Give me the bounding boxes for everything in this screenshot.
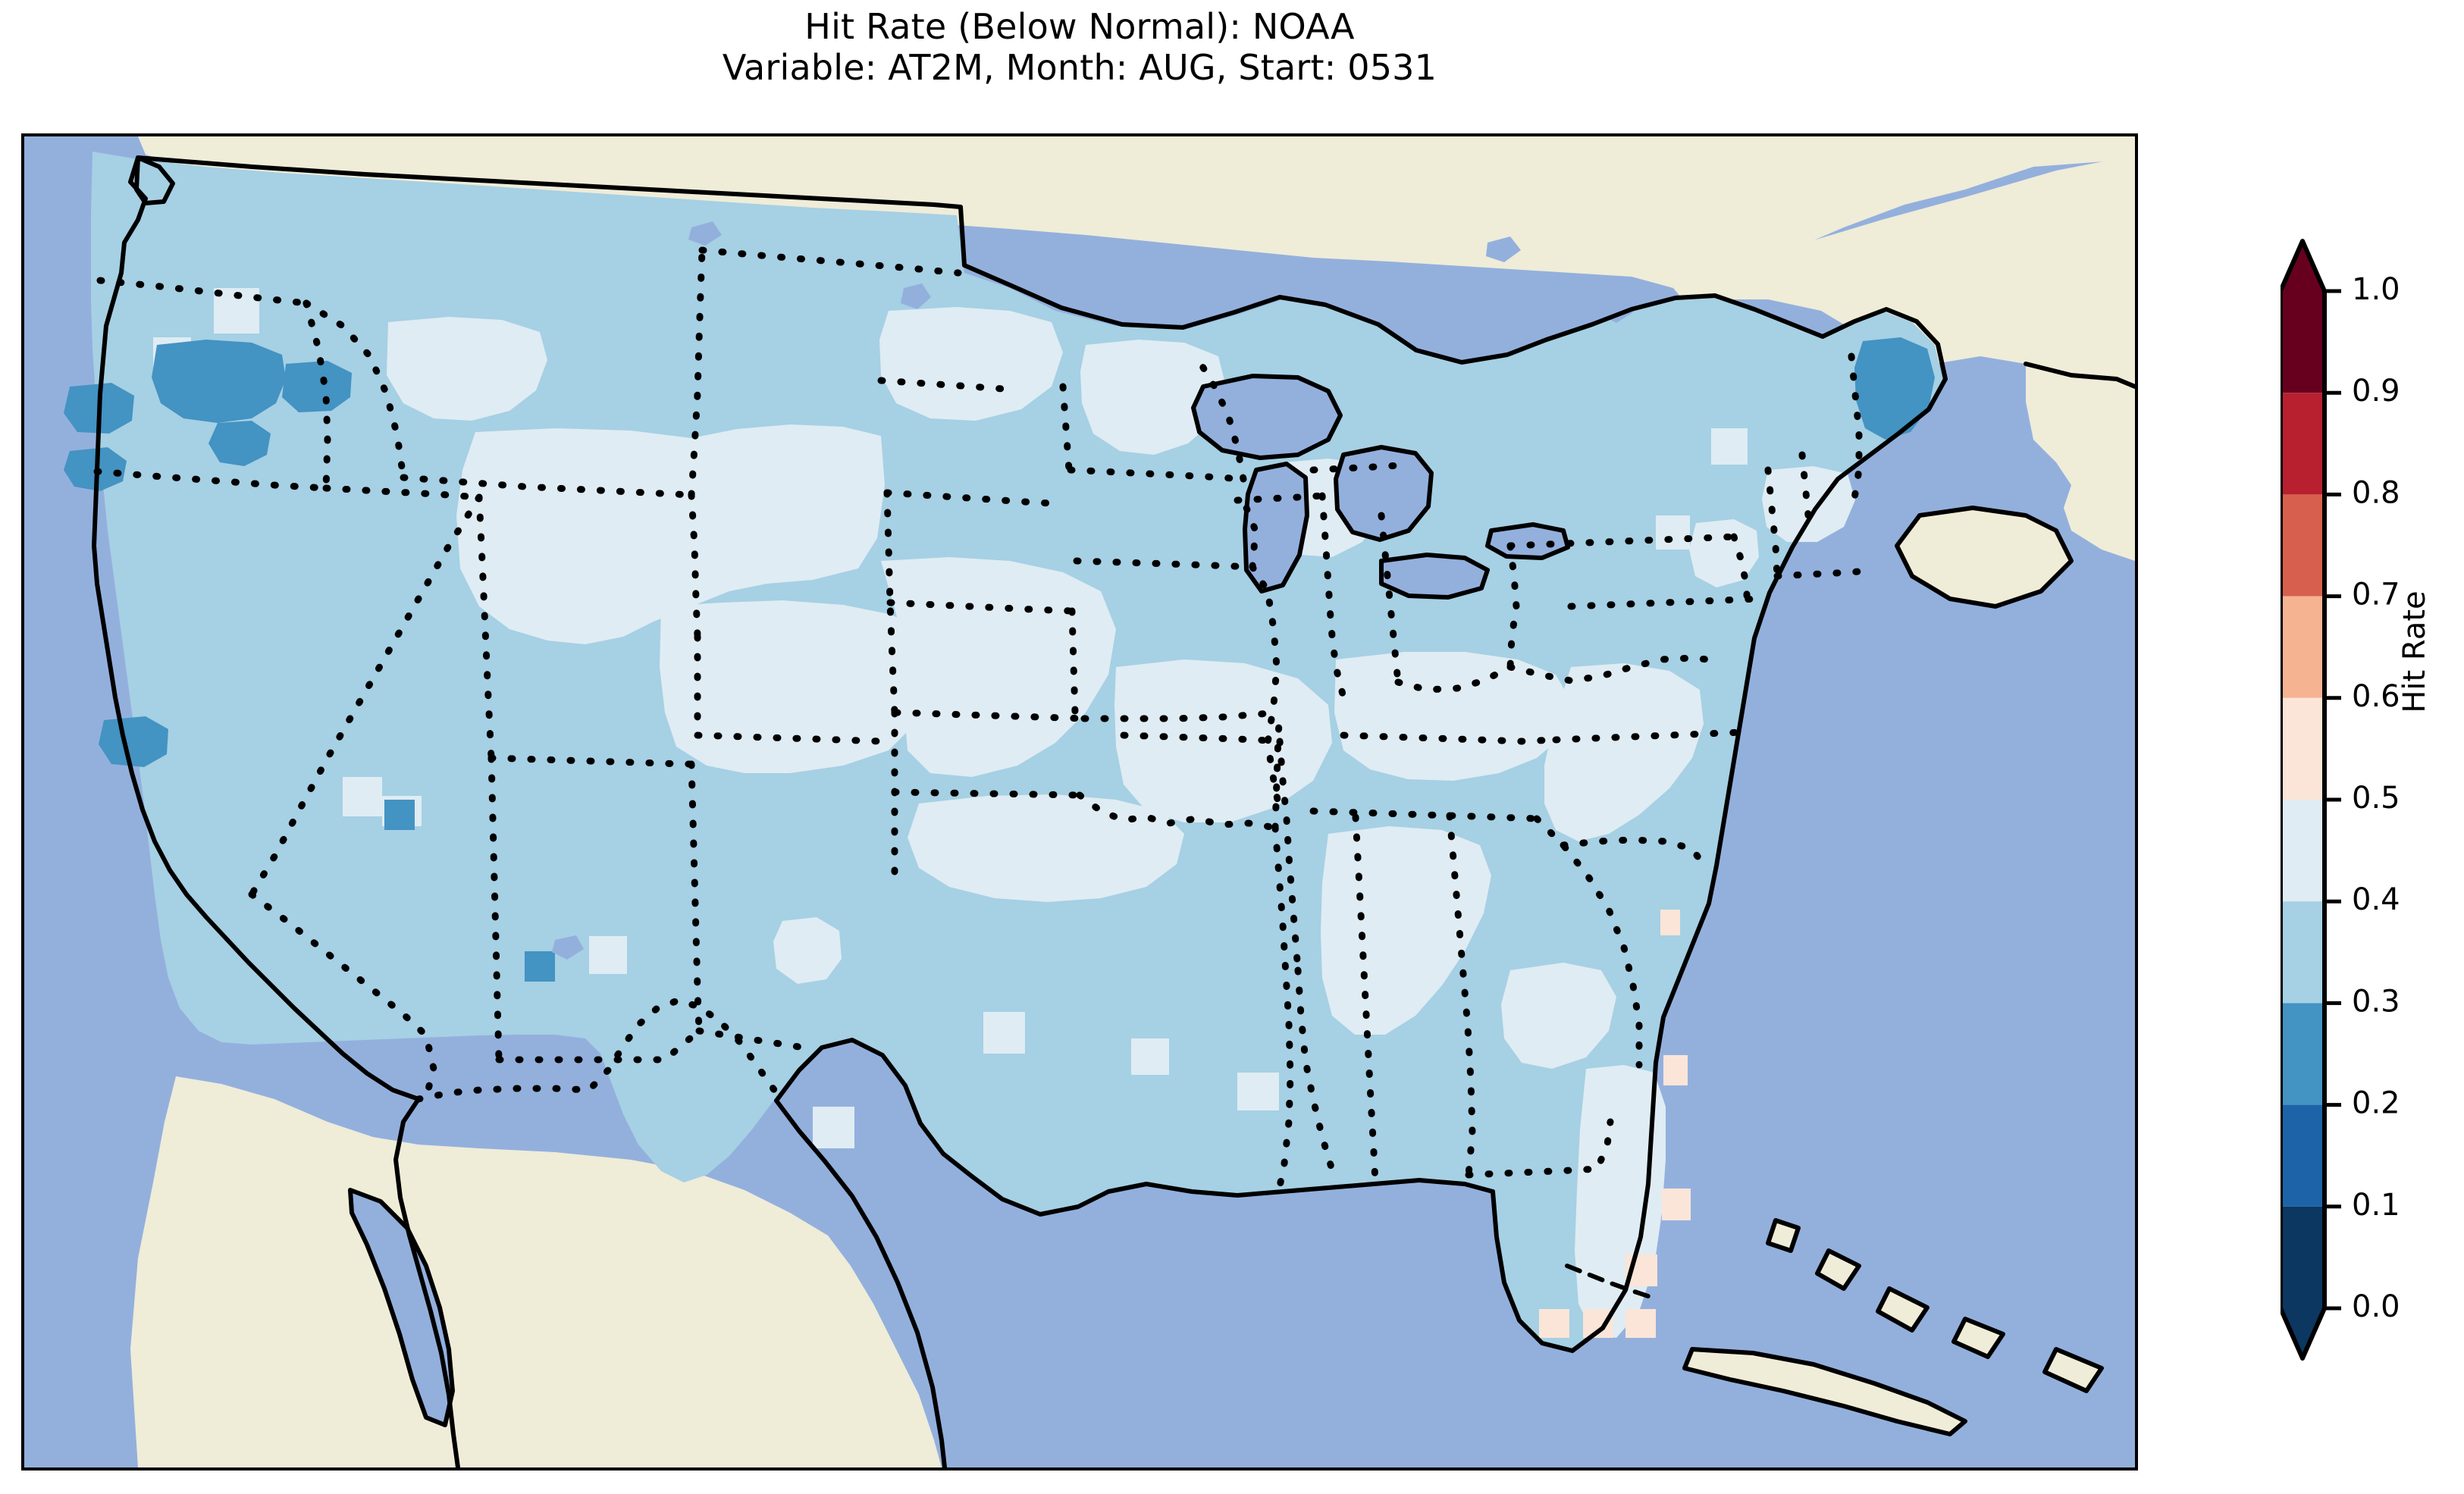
cb-ticks (2324, 289, 2341, 1311)
cb-tick-label-0.0: 0.0 (2352, 1289, 2400, 1324)
nova-scotia-outline (1895, 506, 2074, 609)
us-canada-border-west (136, 155, 963, 209)
quebec-landmass (1677, 155, 2135, 387)
bahamas-outline-3 (1876, 1286, 1930, 1333)
bahamas-island-1 (1768, 1220, 1798, 1251)
vancouver-island (134, 155, 175, 205)
cb-extend-under-arrow (2281, 1308, 2324, 1358)
lake-superior-outline (1191, 374, 1343, 460)
cb-tick-label-0.2: 0.2 (2352, 1086, 2400, 1121)
gulf-of-california-outline (348, 1188, 455, 1427)
lake-ontario (1487, 525, 1568, 558)
figure-title: Hit Rate (Below Normal): NOAA Variable: … (21, 6, 2138, 89)
lake-michigan-outline (1243, 462, 1309, 594)
title-line-1: Hit Rate (Below Normal): NOAA (804, 6, 1355, 47)
cb-bin-0.2-0.3 (2281, 1003, 2324, 1105)
bahamas-outline-4 (1951, 1317, 2005, 1359)
land-outside-domain (130, 136, 2135, 1467)
data-cells-bin-0.5-0.6 (1539, 910, 1691, 1338)
cb-bin-0.9-1.0 (2281, 291, 2324, 393)
colorbar-svg: 1.0 0.9 0.8 0.7 0.6 0.5 0.4 0.3 0.2 0.1 … (2281, 239, 2400, 1361)
title-line-2: Variable: AT2M, Month: AUG, Start: 0531 (722, 47, 1437, 89)
cb-bin-0.5-0.6 (2281, 697, 2324, 800)
colorbar-bins (2281, 291, 2324, 1308)
us-canada-border-lakes (958, 205, 1717, 365)
state-borders-layer (93, 246, 1863, 1194)
bahamas-island-4 (1954, 1319, 2003, 1357)
data-cells-bin-0.2-0.3 (64, 337, 1935, 982)
great-lakes (552, 221, 1633, 960)
lake-erie (1381, 555, 1487, 597)
maritimes-landmass (2026, 364, 2135, 561)
lake-huron-outline (1334, 445, 1434, 542)
cb-bin-0.4-0.5 (2281, 800, 2324, 902)
us-mexico-border (415, 997, 780, 1103)
cb-bin-0.6-0.7 (2281, 596, 2324, 698)
lake-huron (1336, 447, 1431, 540)
cb-extend-over-arrow (2281, 241, 2324, 291)
bahamas-outline-1 (1766, 1218, 1801, 1253)
bahamas-island-5 (2045, 1349, 2102, 1391)
lake-erie-outline (1379, 553, 1490, 600)
baja-california (248, 1122, 358, 1440)
cb-tick-labels: 1.0 0.9 0.8 0.7 0.6 0.5 0.4 0.3 0.2 0.1 … (2352, 272, 2400, 1324)
cuba-landmass (1685, 1349, 1965, 1434)
lake-ontario-outline (1485, 522, 1570, 560)
us-canada-border-northeast (1713, 293, 1948, 381)
canada-landmass (138, 136, 2135, 311)
cb-tick-label-1.0: 1.0 (2352, 272, 2400, 307)
lake-small-1 (901, 283, 931, 309)
florida-keys (1565, 1264, 1651, 1298)
cb-bin-0.1-0.2 (2281, 1104, 2324, 1207)
bahamas-island-3 (1878, 1289, 1927, 1330)
cuba-outline (1682, 1347, 1967, 1436)
cb-tick-label-0.9: 0.9 (2352, 374, 2400, 409)
cb-tick-label-0.8: 0.8 (2352, 475, 2400, 510)
lake-small-2 (688, 221, 722, 246)
map-axes (21, 133, 2138, 1471)
mexico-east-coastline (774, 1098, 947, 1467)
map-canvas (24, 136, 2135, 1467)
bahamas-outline-2 (1815, 1248, 1861, 1291)
coastline-layer (92, 155, 2135, 1467)
cb-tick-label-0.3: 0.3 (2352, 984, 2400, 1019)
lake-winnipeg (1064, 243, 1110, 285)
cb-bin-0.7-0.8 (2281, 494, 2324, 597)
cb-bin-0.8-0.9 (2281, 393, 2324, 495)
cb-bin-0.0-0.1 (2281, 1206, 2324, 1308)
gulf-coastline (774, 1038, 1495, 1217)
cb-tick-label-0.4: 0.4 (2352, 882, 2400, 917)
nova-scotia (1897, 508, 2071, 606)
cb-tick-label-0.1: 0.1 (2352, 1188, 2400, 1223)
gulf-of-california (350, 1190, 453, 1425)
cb-tick-label-0.5: 0.5 (2352, 781, 2400, 816)
newfoundland-outline (2024, 362, 2135, 389)
pacific-coastline (92, 155, 421, 1101)
bahamas-outline-5 (2042, 1347, 2104, 1393)
cb-tick-label-0.7: 0.7 (2352, 578, 2400, 612)
cb-tick-label-0.6: 0.6 (2352, 679, 2400, 714)
colorbar: 1.0 0.9 0.8 0.7 0.6 0.5 0.4 0.3 0.2 0.1 … (2281, 227, 2462, 1380)
great-salt-lake (552, 935, 584, 960)
lake-superior (1193, 376, 1340, 458)
lake-small-3 (1486, 236, 1521, 262)
atlantic-coastline (1491, 377, 1948, 1353)
colorbar-axis-label: Hit Rate (2397, 590, 2432, 713)
lake-michigan (1245, 464, 1307, 591)
cb-bin-0.3-0.4 (2281, 901, 2324, 1004)
